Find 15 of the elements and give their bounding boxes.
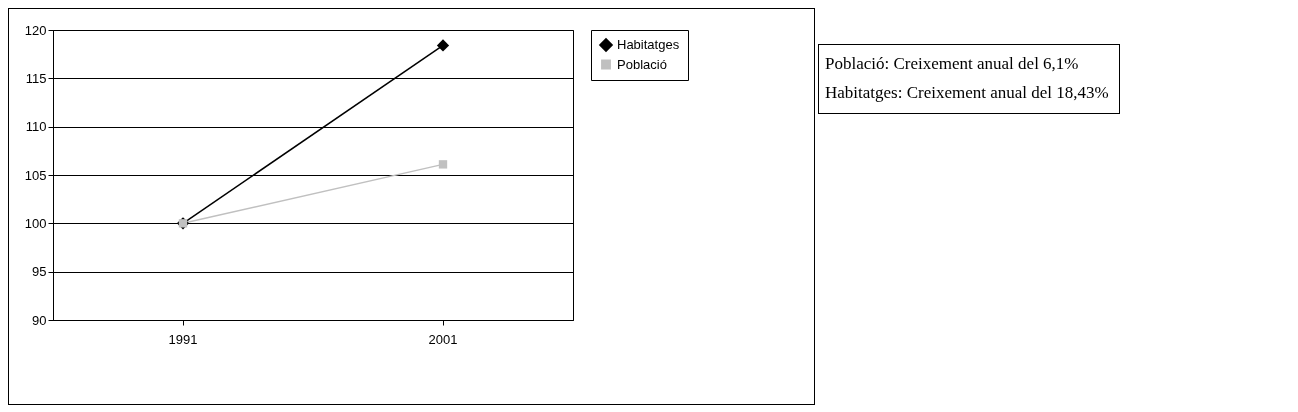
text: Habitatges: Creixement anual del 18,43% [825,82,1109,104]
y-tick-label: 90 [32,312,47,328]
y-tick-label: 100 [24,215,47,231]
point [436,39,450,52]
x-tick-label: 2001 [428,331,458,347]
legend-label: Habitatges [617,37,680,52]
y-tick-label: 95 [32,264,47,280]
legend-label: Població [617,56,667,72]
x-tick-label: 1991 [168,331,198,347]
text: Població: Creixement anual del 6,1% [825,53,1080,75]
point [438,160,448,169]
y-tick-label: 120 [24,22,47,38]
y-tick-label: 105 [24,167,47,183]
y-tick-label: 115 [25,70,47,86]
y-tick-label: 110 [25,119,47,135]
